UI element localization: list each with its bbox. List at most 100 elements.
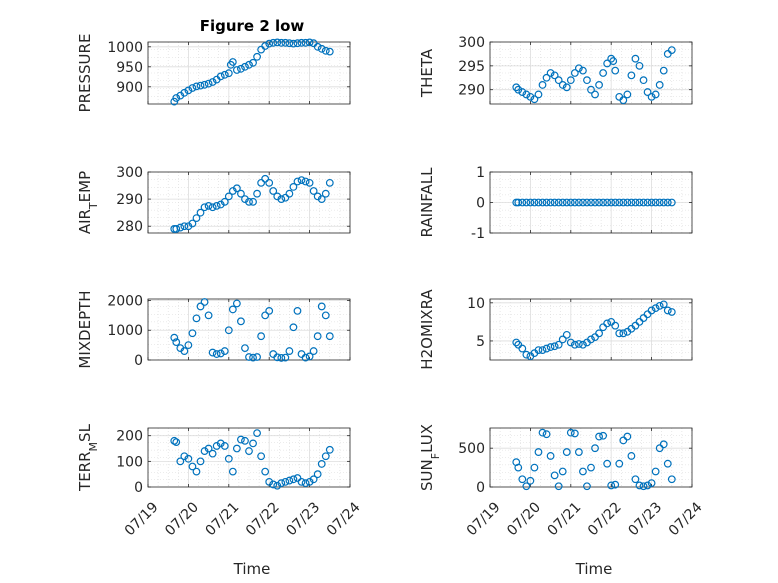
data-point	[200, 203, 209, 212]
data-point	[591, 90, 599, 99]
data-point	[232, 444, 241, 453]
data-point	[228, 467, 237, 476]
data-point	[309, 187, 318, 195]
data-point	[216, 439, 225, 448]
data-point	[204, 201, 213, 210]
data-point	[558, 467, 567, 476]
data-point	[196, 208, 205, 217]
data-point	[659, 300, 668, 309]
y-tick-label: 0	[134, 353, 143, 369]
data-point	[663, 198, 672, 207]
data-point	[317, 44, 326, 53]
data-point	[325, 47, 334, 56]
axes-box	[489, 41, 693, 105]
data-point	[261, 42, 270, 50]
data-point	[570, 429, 579, 438]
data-point	[623, 198, 632, 207]
data-point	[538, 198, 547, 207]
y-tick-label: 290	[458, 83, 485, 99]
data-point	[180, 347, 189, 355]
data-point	[583, 482, 591, 491]
data-point	[518, 88, 527, 96]
y-axis-label: THETA	[418, 48, 436, 98]
axes-box	[489, 427, 693, 488]
data-point	[245, 60, 253, 69]
data-point	[257, 332, 266, 341]
subplot-rainfall: -1 0 1 RAINFALL	[418, 165, 693, 242]
data-point	[188, 84, 197, 92]
data-point	[208, 203, 217, 212]
data-point	[639, 76, 648, 85]
data-point	[170, 436, 179, 445]
axes-box	[489, 298, 693, 361]
data-point	[609, 57, 618, 65]
data-point	[285, 39, 294, 48]
data-point	[216, 349, 225, 358]
data-point	[285, 347, 294, 355]
data-point	[651, 198, 660, 207]
data-point	[574, 448, 583, 456]
data-point	[232, 66, 241, 74]
data-point	[522, 350, 531, 359]
data-point	[615, 198, 624, 207]
data-point	[269, 38, 278, 47]
data-point	[265, 477, 274, 486]
data-point	[512, 83, 521, 92]
data-point	[321, 46, 330, 55]
data-point	[667, 308, 676, 316]
data-point	[192, 82, 201, 91]
data-point	[655, 81, 664, 89]
data-point	[277, 479, 286, 488]
data-point	[534, 90, 543, 99]
y-axis-label: TERRMSL	[76, 423, 100, 492]
data-point	[550, 342, 559, 351]
y-tick-label: 1000	[107, 40, 143, 56]
data-point	[587, 198, 595, 207]
axes-box	[147, 171, 351, 234]
data-point	[655, 198, 664, 207]
y-tick-label: 0	[476, 196, 485, 212]
data-point	[566, 428, 575, 437]
data-point	[562, 198, 571, 207]
data-point	[220, 70, 229, 79]
data-point	[241, 436, 249, 445]
data-point	[192, 467, 201, 476]
data-point	[574, 64, 583, 73]
data-point	[180, 452, 189, 461]
data-point	[212, 442, 221, 450]
data-point	[667, 198, 676, 207]
data-point	[305, 477, 314, 486]
data-point	[631, 198, 640, 207]
data-point	[317, 460, 326, 468]
axes-box	[147, 427, 351, 488]
subplot-mixdepth: 0 1000 2000 MIXDEPTH	[76, 290, 351, 369]
data-point	[228, 58, 237, 66]
data-point	[570, 69, 579, 77]
data-point	[249, 353, 257, 362]
data-point	[204, 444, 213, 453]
data-point	[325, 178, 334, 187]
data-point	[522, 90, 531, 99]
data-point	[514, 85, 523, 94]
data-point	[325, 332, 334, 341]
data-point	[232, 299, 241, 308]
data-point	[611, 66, 620, 75]
data-point	[237, 189, 245, 198]
data-point	[566, 338, 575, 347]
data-point	[611, 480, 620, 489]
data-point	[188, 462, 197, 471]
data-point	[647, 92, 656, 101]
data-point	[659, 66, 668, 75]
data-point	[635, 481, 644, 490]
data-point	[321, 311, 330, 320]
data-point	[293, 307, 302, 315]
data-point	[241, 344, 249, 352]
data-point	[566, 76, 575, 85]
data-point	[297, 477, 306, 486]
data-point	[249, 58, 257, 67]
data-point	[321, 452, 330, 461]
data-point	[176, 457, 185, 466]
data-point	[281, 38, 290, 47]
data-point	[542, 73, 551, 82]
data-point	[522, 482, 531, 491]
